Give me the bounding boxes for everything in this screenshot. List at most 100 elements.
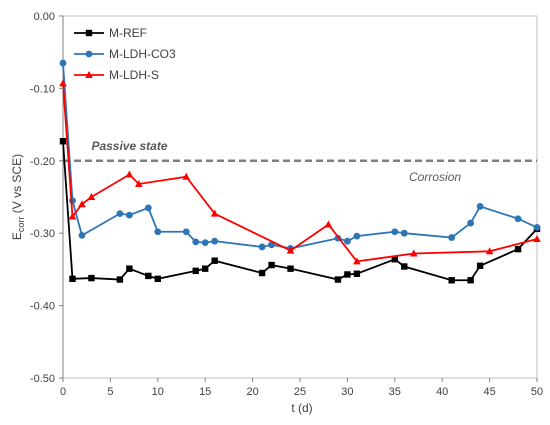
- data-point: [69, 275, 76, 283]
- legend: M-REF M-LDH-CO3 M-LDH-S: [74, 26, 176, 82]
- x-tick-label-45: 45: [483, 386, 495, 398]
- data-point: [192, 238, 200, 246]
- annotation-corrosion: Corrosion: [409, 170, 461, 184]
- legend-label: M-LDH-S: [109, 68, 159, 82]
- data-point: [353, 257, 361, 265]
- data-point: [87, 193, 96, 200]
- x-tick-label-35: 35: [389, 386, 401, 398]
- data-point: [448, 234, 456, 241]
- data-point: [116, 210, 124, 218]
- data-point: [69, 197, 76, 205]
- y-tick-label-2: -0.20: [30, 156, 55, 168]
- data-point: [182, 228, 190, 236]
- data-point: [334, 276, 342, 283]
- data-point: [88, 274, 95, 282]
- data-point: [533, 224, 541, 231]
- data-point: [400, 229, 408, 237]
- data-point: [467, 219, 475, 227]
- series-line-m-ref: [62, 141, 538, 282]
- data-point: [202, 265, 209, 272]
- ticks-layer: 0 5 10 15 20 25 30 35 40 45 50 0.00 -0.10 -0.20 -0.30 -…: [30, 11, 543, 398]
- data-point: [78, 200, 86, 208]
- data-point: [68, 212, 77, 220]
- x-tick-label-10: 10: [152, 386, 164, 398]
- data-point: [514, 215, 522, 223]
- legend-swatch-marker: [85, 71, 93, 78]
- data-point: [258, 269, 266, 277]
- data-point: [182, 172, 191, 180]
- y-axis-title-rest: (V vs SCE): [10, 154, 24, 217]
- x-tick-label-20: 20: [246, 386, 258, 398]
- annotation-passive-state: Passive state: [91, 139, 167, 153]
- data-point: [125, 170, 134, 178]
- data-point: [401, 263, 408, 270]
- x-tick-label-5: 5: [107, 386, 113, 398]
- data-point: [211, 237, 219, 245]
- data-point: [353, 270, 361, 277]
- series-layer: [59, 59, 541, 284]
- data-point: [344, 237, 351, 245]
- y-tick-label-5: -0.50: [30, 373, 55, 385]
- data-point: [144, 204, 152, 212]
- data-point: [211, 257, 218, 264]
- data-point: [485, 247, 494, 255]
- data-point: [258, 243, 266, 251]
- x-tick-label-25: 25: [294, 386, 306, 398]
- legend-swatch-marker: [85, 29, 93, 37]
- x-tick-label-30: 30: [341, 386, 353, 398]
- series-m-ref: [59, 138, 541, 284]
- data-point: [59, 59, 67, 67]
- series-m-ldh-s: [59, 79, 541, 265]
- x-tick-label-50: 50: [531, 386, 543, 398]
- y-tick-label-0: 0.00: [34, 11, 55, 23]
- data-point: [59, 138, 67, 145]
- data-point: [125, 211, 133, 219]
- data-point: [154, 228, 162, 236]
- data-point: [514, 245, 522, 253]
- data-point: [353, 232, 361, 240]
- data-point: [116, 276, 124, 283]
- legend-swatch-marker: [85, 50, 93, 58]
- data-point: [210, 209, 219, 217]
- y-axis-title: Ecorr (V vs SCE): [10, 154, 26, 240]
- data-point: [135, 179, 143, 187]
- x-tick-label-0: 0: [60, 386, 66, 398]
- series-line-m-ldh-s: [62, 83, 538, 263]
- data-point: [268, 261, 275, 269]
- data-point: [391, 228, 399, 236]
- legend-label: M-LDH-CO3: [109, 47, 176, 61]
- data-point: [145, 272, 152, 280]
- data-point: [324, 220, 333, 228]
- data-point: [126, 265, 133, 272]
- data-point: [448, 277, 455, 284]
- legend-item-m-ref: M-REF: [74, 26, 147, 40]
- legend-label: M-REF: [109, 26, 147, 40]
- x-tick-label-15: 15: [199, 386, 211, 398]
- data-point: [201, 239, 209, 247]
- data-point: [192, 267, 199, 275]
- y-tick-label-4: -0.40: [30, 301, 55, 313]
- y-axis-title-sub: corr: [16, 217, 26, 233]
- data-point: [287, 265, 294, 272]
- x-axis-title: t (d): [291, 401, 312, 415]
- data-point: [476, 262, 484, 269]
- data-point: [286, 246, 295, 254]
- data-point: [59, 79, 67, 87]
- y-tick-label-3: -0.30: [30, 228, 55, 240]
- data-point: [476, 203, 484, 210]
- series-line-m-ldh-co3: [62, 62, 538, 250]
- series-m-ldh-co3: [59, 59, 541, 252]
- data-point: [154, 275, 161, 283]
- y-axis-title-main: E: [10, 232, 24, 240]
- y-tick-label-1: -0.10: [30, 83, 55, 95]
- data-point: [78, 231, 86, 239]
- data-point: [391, 256, 398, 263]
- legend-item-m-ldh-s: M-LDH-S: [74, 68, 159, 82]
- data-point: [409, 249, 418, 257]
- data-point: [344, 271, 351, 278]
- data-point: [533, 234, 541, 242]
- data-point: [467, 277, 474, 284]
- legend-item-m-ldh-co3: M-LDH-CO3: [74, 47, 176, 61]
- x-tick-label-40: 40: [436, 386, 448, 398]
